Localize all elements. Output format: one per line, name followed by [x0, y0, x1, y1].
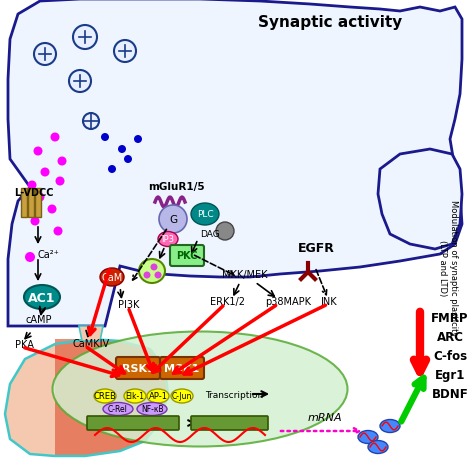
Circle shape — [30, 217, 39, 226]
Circle shape — [114, 41, 136, 63]
Text: IP3: IP3 — [162, 235, 174, 244]
Circle shape — [155, 272, 162, 279]
Ellipse shape — [368, 441, 388, 453]
Circle shape — [159, 206, 187, 234]
Ellipse shape — [147, 389, 169, 403]
Text: L-VDCC: L-VDCC — [14, 188, 54, 197]
Ellipse shape — [94, 389, 116, 403]
Polygon shape — [5, 339, 168, 456]
Circle shape — [69, 71, 91, 93]
Text: G: G — [169, 214, 177, 224]
Text: PKC: PKC — [176, 251, 198, 260]
Text: MKK/MEK: MKK/MEK — [222, 269, 267, 280]
Text: CaM: CaM — [101, 272, 123, 282]
Text: AP-1: AP-1 — [148, 392, 167, 401]
FancyBboxPatch shape — [116, 357, 160, 379]
FancyBboxPatch shape — [36, 189, 42, 218]
Ellipse shape — [24, 285, 60, 309]
Circle shape — [27, 181, 36, 190]
Text: FMRP
ARC
C-fos
Egr1
BDNF: FMRP ARC C-fos Egr1 BDNF — [431, 311, 469, 400]
Circle shape — [36, 193, 45, 202]
Text: p38MAPK: p38MAPK — [265, 297, 311, 306]
Text: C-Rel: C-Rel — [108, 405, 128, 414]
Ellipse shape — [171, 389, 193, 403]
Text: C-Jun: C-Jun — [172, 392, 192, 401]
Text: PKA: PKA — [15, 339, 34, 349]
Polygon shape — [8, 0, 462, 326]
Text: PI3K: PI3K — [118, 299, 139, 309]
FancyBboxPatch shape — [87, 416, 179, 430]
Circle shape — [55, 177, 64, 186]
FancyBboxPatch shape — [160, 357, 204, 379]
FancyBboxPatch shape — [21, 189, 27, 218]
Polygon shape — [55, 339, 168, 456]
Ellipse shape — [191, 203, 219, 225]
FancyBboxPatch shape — [170, 246, 204, 266]
Text: CaMKIV: CaMKIV — [72, 338, 109, 348]
Circle shape — [108, 166, 116, 174]
Text: Elk-1: Elk-1 — [126, 392, 145, 401]
Text: Synaptic activity: Synaptic activity — [258, 15, 402, 30]
Polygon shape — [79, 326, 103, 341]
Circle shape — [151, 264, 157, 271]
Ellipse shape — [100, 269, 124, 286]
Text: NF-κB: NF-κB — [141, 405, 163, 414]
Text: EGFR: EGFR — [298, 241, 335, 254]
Circle shape — [54, 227, 63, 236]
Text: mGluR1/5: mGluR1/5 — [148, 182, 205, 191]
Circle shape — [34, 44, 56, 66]
Circle shape — [34, 147, 43, 156]
Circle shape — [40, 168, 49, 177]
Text: DAG: DAG — [200, 230, 220, 239]
Text: AC1: AC1 — [28, 291, 56, 304]
Circle shape — [51, 133, 60, 142]
Text: Modulation of synaptic plasticity
(LTP and LTD): Modulation of synaptic plasticity (LTP a… — [438, 199, 458, 336]
Circle shape — [216, 223, 234, 241]
Text: cAMP: cAMP — [25, 314, 52, 325]
Circle shape — [134, 136, 142, 144]
Ellipse shape — [53, 332, 347, 447]
Text: MSK1: MSK1 — [164, 363, 200, 373]
Ellipse shape — [139, 259, 165, 283]
Ellipse shape — [358, 431, 378, 443]
Ellipse shape — [103, 403, 133, 415]
Text: ERK1/2: ERK1/2 — [210, 297, 245, 306]
Polygon shape — [378, 150, 462, 249]
Circle shape — [144, 272, 151, 279]
Text: Ca²⁺: Ca²⁺ — [37, 249, 59, 259]
Text: JNK: JNK — [320, 297, 337, 306]
Ellipse shape — [137, 403, 167, 415]
Circle shape — [47, 205, 56, 214]
Circle shape — [57, 157, 66, 166]
Circle shape — [25, 252, 35, 263]
FancyBboxPatch shape — [191, 416, 268, 430]
Text: CREB: CREB — [93, 392, 117, 401]
Circle shape — [101, 134, 109, 142]
Ellipse shape — [158, 232, 178, 247]
Ellipse shape — [124, 389, 146, 403]
Circle shape — [118, 146, 126, 154]
Text: mRNA: mRNA — [308, 412, 342, 422]
Ellipse shape — [380, 420, 400, 432]
FancyBboxPatch shape — [28, 189, 35, 218]
Text: Transcription: Transcription — [205, 391, 263, 400]
Circle shape — [83, 114, 99, 130]
Circle shape — [124, 156, 132, 164]
Text: PLC: PLC — [197, 210, 213, 219]
Circle shape — [73, 26, 97, 50]
Text: RSK1: RSK1 — [122, 363, 155, 373]
